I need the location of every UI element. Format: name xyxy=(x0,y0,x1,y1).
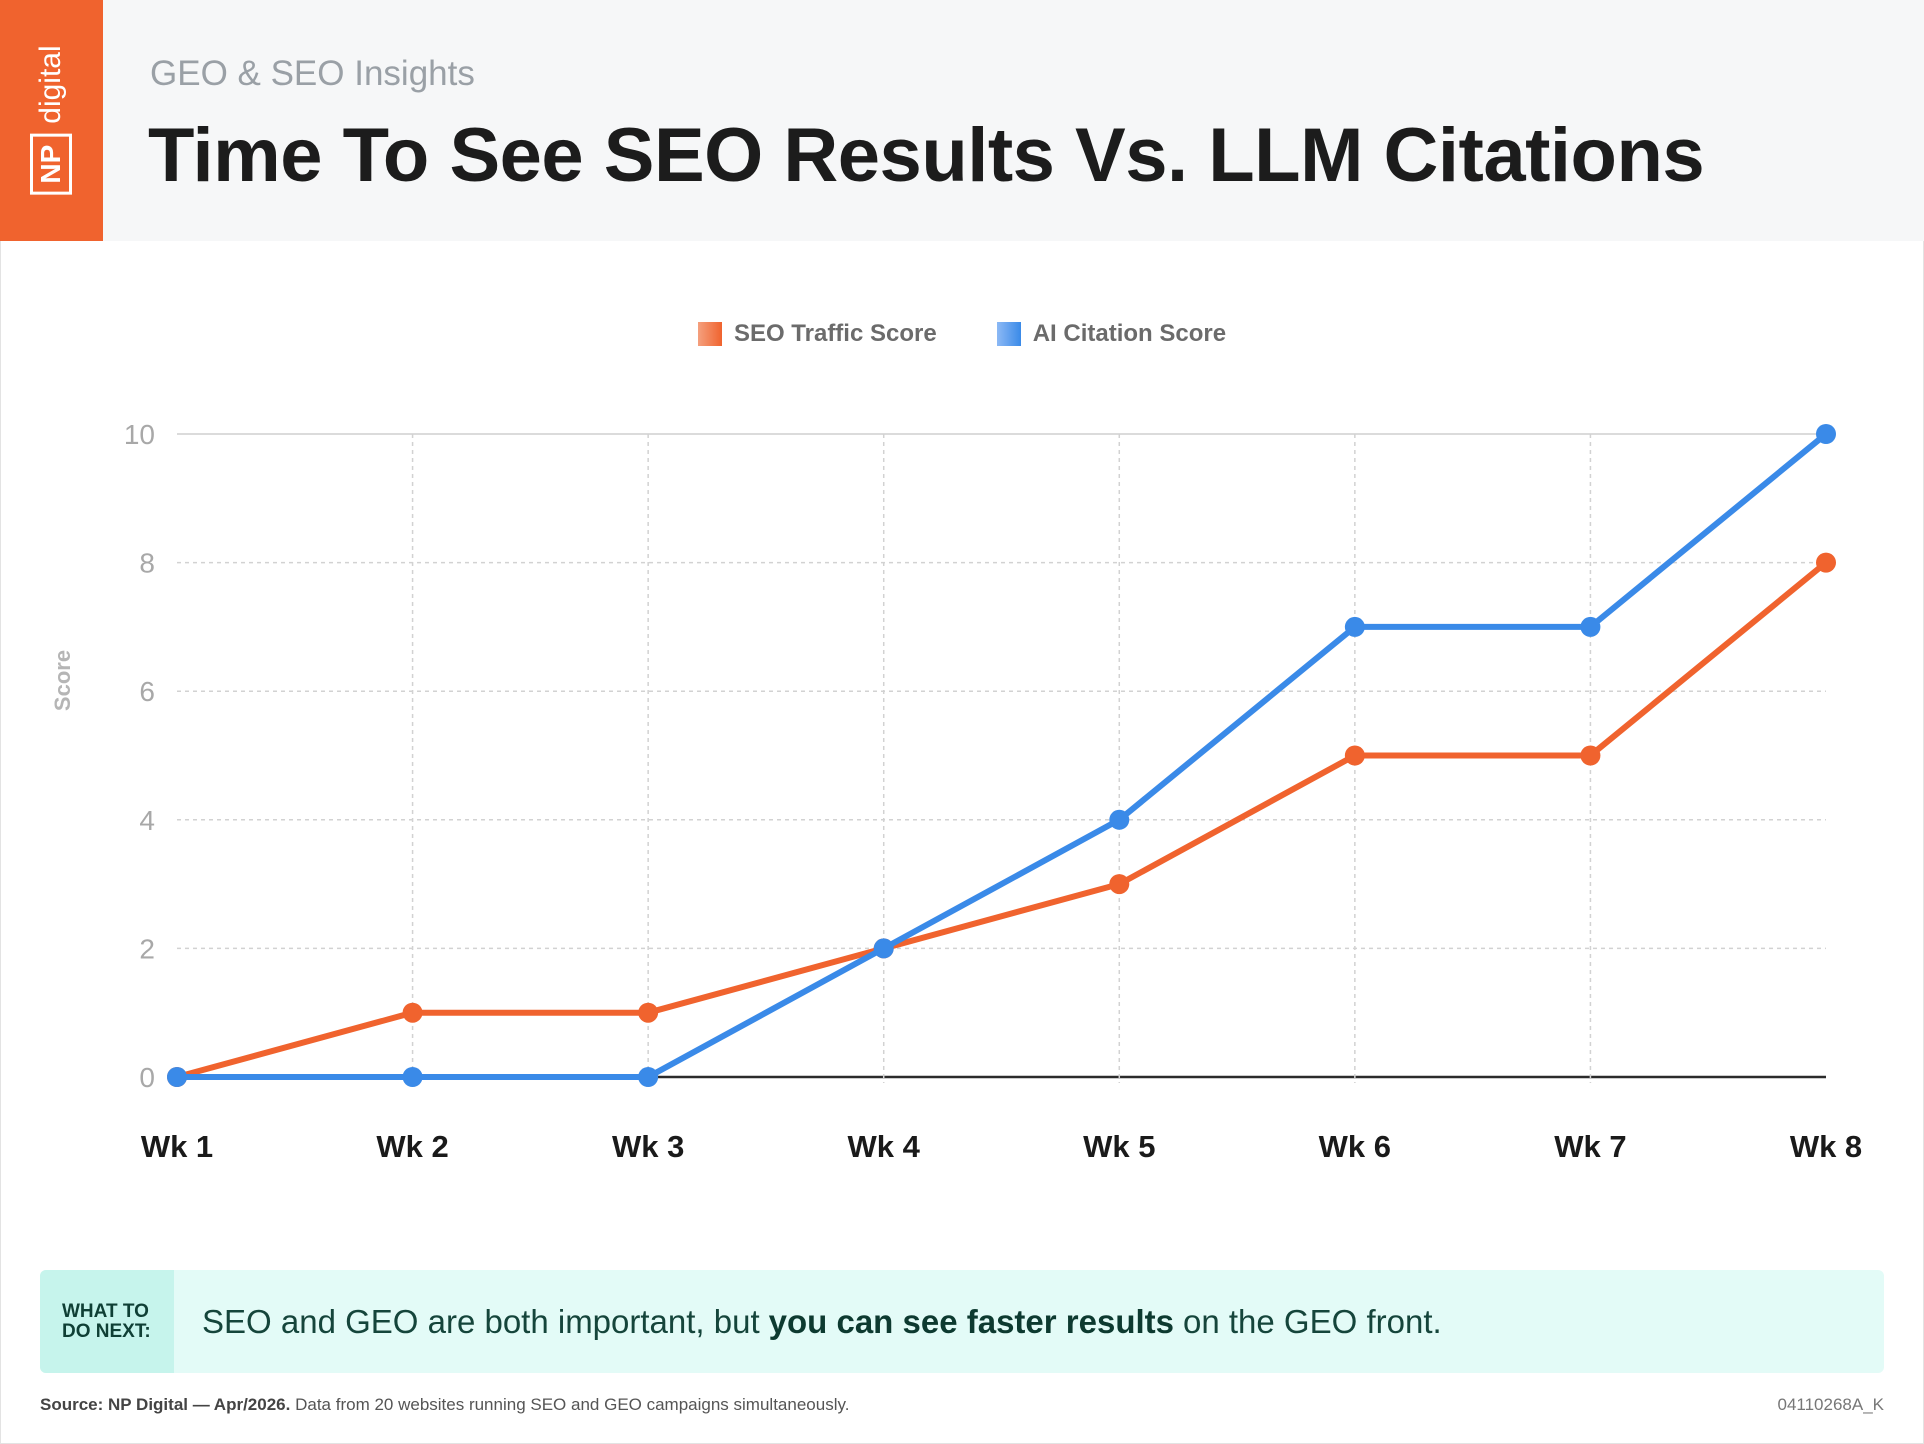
data-point-seo xyxy=(402,1002,423,1023)
x-tick-label: Wk 8 xyxy=(1790,1129,1862,1164)
legend-item-ai: AI Citation Score xyxy=(996,320,1227,348)
legend-label-ai: AI Citation Score xyxy=(1032,320,1227,347)
what-to-do-next-callout: WHAT TO DO NEXT: SEO and GEO are both im… xyxy=(40,1270,1884,1373)
x-tick-label: Wk 5 xyxy=(1083,1129,1155,1164)
callout-tag-label: WHAT TO DO NEXT: xyxy=(62,1300,151,1342)
callout-text-before: SEO and GEO are both important, but xyxy=(202,1302,760,1340)
x-tick-label: Wk 1 xyxy=(141,1129,213,1164)
data-point-ai xyxy=(402,1067,423,1087)
legend-item-seo: SEO Traffic Score xyxy=(697,320,937,348)
line-chart: 0 2 4 6 8 10 Score Wk 1 Wk 2 Wk 3 Wk 4 Wk 5 Wk 6 Wk 7… xyxy=(50,419,1862,1164)
subtitle: GEO & SEO Insights xyxy=(150,54,475,93)
np-digital-logo: NP digital xyxy=(0,0,103,241)
data-point-ai xyxy=(1344,616,1365,637)
x-tick-label: Wk 2 xyxy=(376,1129,448,1164)
y-tick-label: 0 xyxy=(139,1062,155,1093)
y-tick-label: 6 xyxy=(139,676,155,707)
y-tick-label: 2 xyxy=(139,933,155,964)
data-point-ai xyxy=(873,938,894,959)
y-tick-label: 10 xyxy=(124,419,155,450)
y-tick-label: 4 xyxy=(139,805,155,836)
source-note: Source: NP Digital — Apr/2026. Data from… xyxy=(40,1395,849,1415)
callout-text-after: on the GEO front. xyxy=(1183,1302,1442,1340)
data-point-ai xyxy=(167,1067,187,1087)
legend-label-seo: SEO Traffic Score xyxy=(733,320,937,347)
chart-legend: SEO Traffic Score AI Citation Score xyxy=(0,320,1924,348)
data-point-seo xyxy=(1816,552,1836,573)
y-tick-label: 8 xyxy=(139,548,155,579)
x-tick-label: Wk 7 xyxy=(1554,1129,1626,1164)
x-tick-label: Wk 4 xyxy=(848,1129,921,1164)
header: NP digital GEO & SEO Insights Time To Se… xyxy=(0,0,1924,241)
data-point-seo xyxy=(1580,745,1601,766)
x-tick-label: Wk 6 xyxy=(1319,1129,1391,1164)
y-axis-label: Score xyxy=(50,650,75,711)
data-point-ai xyxy=(1109,809,1130,830)
data-point-ai xyxy=(1816,424,1836,444)
series-line-seo xyxy=(174,559,1829,1080)
data-point-ai xyxy=(638,1067,659,1087)
callout-text-bold: you can see faster results xyxy=(768,1302,1175,1340)
source-rest: Data from 20 websites running SEO and GE… xyxy=(295,1395,850,1414)
data-point-seo xyxy=(638,1002,659,1023)
series-line-ai xyxy=(174,431,1829,1080)
data-point-seo xyxy=(1109,874,1130,895)
data-point-seo xyxy=(1344,745,1365,766)
callout-tag: WHAT TO DO NEXT: xyxy=(40,1270,174,1373)
legend-swatch-ai xyxy=(996,322,1021,346)
source-bold: Source: NP Digital — Apr/2026. xyxy=(40,1395,291,1414)
data-point-ai xyxy=(1580,616,1601,637)
callout-text: SEO and GEO are both important, but you … xyxy=(202,1270,1442,1373)
x-tick-label: Wk 3 xyxy=(612,1129,684,1164)
page-title: Time To See SEO Results Vs. LLM Citation… xyxy=(148,113,1705,198)
chart-code: 04110268A_K xyxy=(1777,1395,1884,1414)
legend-swatch-seo xyxy=(697,322,722,346)
